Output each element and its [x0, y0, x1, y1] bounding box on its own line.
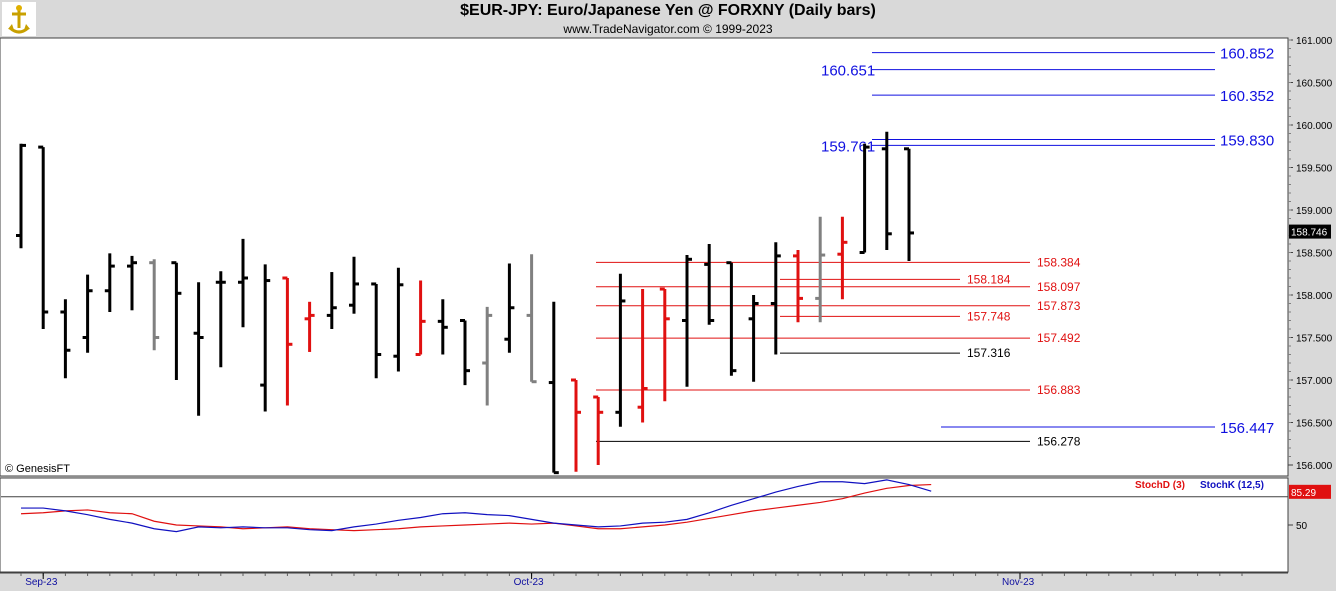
stoch-value-tag: [1289, 484, 1331, 499]
date-label: Oct-23: [514, 577, 544, 588]
level-label: 160.651: [821, 63, 875, 80]
ohlc-bar: [171, 261, 182, 380]
ohlc-bar: [615, 273, 626, 427]
ohlc-bar: [904, 147, 914, 261]
ohlc-bar: [326, 272, 337, 329]
ohlc-bar: [726, 261, 737, 376]
ohlc-bar: [748, 295, 759, 382]
price-tick-label: 158.500: [1296, 249, 1333, 260]
ohlc-bar: [149, 259, 160, 351]
level-label: 156.447: [1220, 420, 1274, 437]
stoch-d-legend: StochD (3): [1135, 480, 1185, 491]
ohlc-bar: [437, 299, 448, 355]
level-label: 156.278: [1037, 434, 1081, 448]
ohlc-bar: [837, 216, 848, 300]
ohlc-bar: [260, 264, 271, 412]
stochastic-indicator: 50 85.29 StochD (3) StochK (12,5): [1, 479, 1331, 533]
ohlc-bar: [482, 306, 493, 406]
price-tick-label: 160.500: [1296, 79, 1333, 90]
price-tick-label: 156.500: [1296, 419, 1333, 430]
ohlc-bar: [16, 143, 26, 249]
price-levels: 160.852 160.651 160.352 159.830 159.761 158.3…: [596, 46, 1274, 448]
watermark: © GenesisFT: [5, 463, 70, 475]
date-label: Nov-23: [1002, 577, 1035, 588]
ohlc-bar: [859, 143, 870, 254]
ohlc-bar: [393, 267, 404, 372]
ohlc-bar: [193, 282, 204, 416]
chart-title: $EUR-JPY: Euro/Japanese Yen @ FORXNY (Da…: [460, 2, 876, 19]
price-tick-label: 161.000: [1296, 36, 1333, 47]
price-tick-label: 158.000: [1296, 291, 1333, 302]
price-tick-label: 159.000: [1296, 206, 1333, 217]
current-price-tag: [1289, 224, 1331, 239]
ohlc-bar: [571, 378, 581, 472]
level-label: 158.384: [1037, 255, 1081, 269]
price-tick-label: 157.500: [1296, 334, 1333, 345]
ohlc-bar: [415, 280, 426, 356]
stochastic-panel[interactable]: [0, 477, 1289, 573]
ohlc-bar: [460, 319, 470, 386]
ohlc-bar: [349, 256, 359, 314]
trade-navigator-logo-icon: [2, 2, 36, 41]
price-tick-label: 156.000: [1296, 461, 1333, 472]
level-label: 157.492: [1037, 331, 1081, 345]
ohlc-bar: [127, 255, 137, 311]
level-label: 159.761: [821, 138, 875, 155]
price-tick-label: 159.500: [1296, 164, 1333, 175]
ohlc-bar: [504, 263, 515, 353]
stoch-tick-label: 50: [1296, 521, 1308, 532]
ohlc-bar: [637, 289, 648, 423]
ohlc-bar: [238, 238, 248, 328]
ohlc-bar: [770, 242, 781, 355]
level-label: 160.352: [1220, 88, 1274, 105]
price-bars: [16, 131, 914, 475]
ohlc-bar: [60, 299, 71, 379]
ohlc-bar: [104, 253, 115, 312]
ohlc-bar: [38, 145, 49, 329]
level-label: 157.316: [967, 346, 1011, 360]
level-label: 159.830: [1220, 132, 1274, 149]
ohlc-bar: [815, 216, 826, 323]
ohlc-bar: [215, 271, 226, 368]
level-label: 157.748: [967, 309, 1011, 323]
ohlc-bar: [704, 244, 715, 325]
ohlc-bar: [659, 287, 670, 402]
price-axis: 161.000 160.500 160.000 159.500 159.000 158.5…: [1287, 36, 1333, 476]
price-tick-label: 157.000: [1296, 376, 1333, 387]
ohlc-bar: [793, 249, 803, 323]
ohlc-bar: [82, 274, 93, 353]
ohlc-bar: [282, 276, 293, 406]
stoch-k-line: [21, 479, 932, 533]
ohlc-bar: [548, 301, 559, 475]
level-label: 158.097: [1037, 280, 1081, 294]
stoch-value-label: 85.29: [1291, 488, 1316, 499]
date-label: Sep-23: [25, 577, 58, 588]
level-label: 160.852: [1220, 46, 1274, 63]
ohlc-bar: [682, 255, 692, 387]
ohlc-bar: [526, 254, 537, 384]
stoch-k-legend: StochK (12,5): [1200, 480, 1264, 491]
date-axis: Sep-23 Oct-23 Nov-23: [0, 572, 1288, 588]
current-price-label: 158.746: [1291, 228, 1328, 239]
level-label: 158.184: [967, 272, 1011, 286]
stoch-d-line: [20, 483, 932, 532]
ohlc-bar: [593, 395, 604, 465]
ohlc-bar: [371, 282, 382, 379]
price-tick-label: 160.000: [1296, 121, 1333, 132]
ohlc-bar: [881, 131, 892, 250]
level-label: 157.873: [1037, 299, 1081, 313]
level-label: 156.883: [1037, 383, 1081, 397]
chart-subtitle: www.TradeNavigator.com © 1999-2023: [563, 22, 773, 36]
ohlc-bar: [304, 301, 315, 352]
